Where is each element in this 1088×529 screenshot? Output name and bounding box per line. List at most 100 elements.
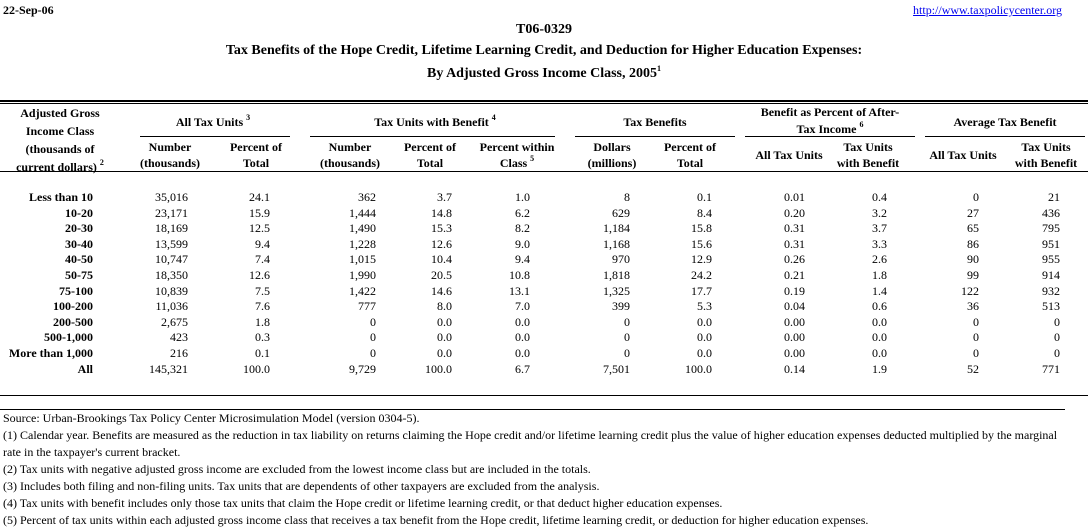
cell: 0 — [624, 314, 630, 329]
cell: 65 — [967, 221, 979, 236]
cell: 12.5 — [249, 221, 270, 236]
column-header-text: Percent of — [403, 140, 457, 154]
group-header-line: Tax Benefits — [455, 114, 855, 131]
cell: 99 — [967, 268, 979, 282]
column-header: Number (thousands) — [150, 139, 550, 171]
cell: 0 — [370, 346, 376, 360]
cell: 932 — [1042, 283, 1060, 298]
footnote: (3) Includes both filing and non-filing … — [3, 479, 600, 493]
cell: 795 — [1042, 221, 1060, 236]
cell: 10,747 — [155, 252, 188, 267]
column-header: All Tax Units — [589, 147, 989, 163]
column-header-text: All Tax Units — [755, 148, 823, 162]
cell: 0.00 — [784, 314, 805, 329]
cell: 1,015 — [349, 252, 376, 267]
column-header-line: Percent within — [317, 139, 717, 155]
column-header-line: Total — [490, 155, 890, 171]
cell: 24.2 — [691, 268, 712, 282]
cell: 7.6 — [255, 299, 270, 314]
cell: 0 — [973, 314, 979, 329]
cell: 629 — [612, 205, 630, 220]
column-header-line: Percent of — [230, 139, 630, 155]
cell: 0.26 — [784, 252, 805, 267]
cell: 20.5 — [431, 268, 452, 282]
cell: 0.19 — [784, 283, 805, 298]
column-header: Number (thousands) — [0, 139, 370, 171]
cell: 18,350 — [155, 268, 188, 282]
row-label: 75-100 — [59, 283, 93, 298]
row-label: 10-20 — [65, 205, 93, 220]
cell: 1.4 — [872, 283, 887, 298]
cell: 0.0 — [697, 330, 712, 345]
cell: 10,839 — [155, 283, 188, 298]
cell: 9.4 — [255, 236, 270, 251]
cell: 14.6 — [431, 283, 452, 298]
cell: 0.31 — [784, 221, 805, 236]
column-header-line: All Tax Units — [589, 147, 989, 163]
cell: 0 — [624, 346, 630, 360]
cell: 8.2 — [515, 221, 530, 236]
cell: 15.6 — [691, 236, 712, 251]
cell: 0.0 — [515, 330, 530, 345]
column-header-line: (thousands) — [0, 155, 370, 171]
cell: 0 — [973, 330, 979, 345]
column-header-text: Total — [416, 156, 444, 170]
column-header-text: (thousands) — [319, 156, 381, 170]
cell: 122 — [961, 283, 979, 298]
footnote-ref: 3 — [246, 113, 251, 122]
rule — [0, 395, 1088, 396]
cell: 1,228 — [349, 236, 376, 251]
group-header-text: Tax Income — [796, 122, 857, 136]
cell: 1,818 — [603, 268, 630, 282]
cell: 0 — [973, 190, 979, 204]
cell: 0 — [973, 346, 979, 360]
group-rule — [745, 136, 915, 137]
column-header-line: (millions) — [412, 155, 812, 171]
cell: 35,016 — [155, 190, 188, 204]
column-header-line: Tax Units — [668, 139, 1068, 155]
cell: 1.8 — [872, 268, 887, 282]
group-header-line: All Tax Units 3 — [13, 114, 413, 131]
group-header-line: Tax Income 6 — [630, 121, 1030, 138]
cell: 15.8 — [691, 221, 712, 236]
cell: 3.2 — [872, 205, 887, 220]
group-header: All Tax Units 3 — [13, 114, 413, 131]
column-header: Percent within Class 5 — [317, 139, 717, 171]
cell: 21 — [1048, 190, 1060, 204]
cell: 15.9 — [249, 205, 270, 220]
cell: 8.0 — [437, 299, 452, 314]
footnote: Source: Urban-Brookings Tax Policy Cente… — [3, 411, 420, 425]
cell: 1,168 — [603, 236, 630, 251]
cell: 0 — [1054, 330, 1060, 345]
cell: 0.0 — [437, 330, 452, 345]
cell: 1.0 — [515, 190, 530, 204]
column-header-text: Total — [676, 156, 704, 170]
cell: 14.8 — [431, 205, 452, 220]
group-rule — [575, 136, 735, 137]
cell: 23,171 — [155, 205, 188, 220]
cell: 12.9 — [691, 252, 712, 267]
footnote-ref: 5 — [530, 154, 535, 163]
column-header-line: (thousands) — [150, 155, 550, 171]
cell: 0 — [1054, 346, 1060, 360]
group-header-text: Tax Units with Benefit — [374, 115, 489, 129]
row-label: 30-40 — [65, 236, 93, 251]
title: Tax Benefits of the Hope Credit, Lifetim… — [225, 43, 863, 58]
row-label: 500-1,000 — [44, 330, 93, 345]
cell: 955 — [1042, 252, 1060, 267]
row-label: 100-200 — [53, 299, 93, 314]
cell: 100.0 — [685, 361, 712, 376]
row-header-line: current dollars) 2 — [0, 158, 260, 176]
column-header-text: Percent of — [229, 140, 283, 154]
url-link[interactable]: http://www.taxpolicycenter.org — [913, 3, 1062, 17]
cell: 0.21 — [784, 268, 805, 282]
cell: 10.4 — [431, 252, 452, 267]
cell: 2.6 — [872, 252, 887, 267]
cell: 10.8 — [509, 268, 530, 282]
row-label: All — [77, 361, 93, 376]
cell: 1,990 — [349, 268, 376, 282]
group-header-text: Average Tax Benefit — [953, 115, 1057, 129]
column-header: Percent of Total — [230, 139, 630, 171]
cell: 13.1 — [509, 283, 530, 298]
